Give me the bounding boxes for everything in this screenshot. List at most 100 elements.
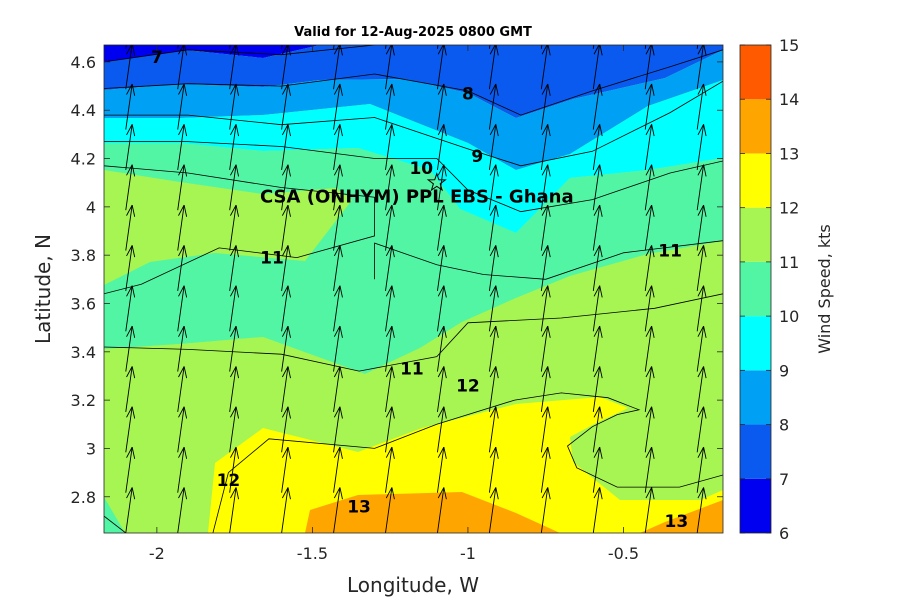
wind-arrow: [488, 124, 499, 170]
contour-labels: 7 8 9 10 11 11 11 12 12 13 13: [151, 48, 688, 532]
wind-arrow: [281, 124, 291, 170]
wind-arrow: [125, 406, 136, 453]
wind-arrow: [177, 45, 188, 90]
wind-arrow: [281, 406, 291, 453]
wind-arrow: [281, 45, 291, 90]
colorbar-swatch-7: [740, 424, 771, 479]
wind-arrow: [177, 164, 188, 211]
site-marker: CSA (ONHYM) PPL EBS - Ghana: [260, 172, 574, 208]
colorbar-swatch-14: [740, 45, 771, 100]
wind-arrow: [229, 204, 240, 251]
wind-arrow: [644, 245, 655, 291]
wind-arrow: [125, 366, 136, 413]
wind-arrow: [540, 83, 551, 130]
wind-arrow: [488, 366, 499, 413]
colorbar-swatch-13: [740, 99, 771, 154]
y-tick-label-0: 2.8: [71, 488, 96, 507]
wind-arrow: [385, 204, 395, 251]
band-12-13: [208, 397, 723, 533]
band-9-10: [104, 80, 723, 233]
x-tick-label-1: -1.5: [297, 544, 328, 563]
wind-arrow: [229, 83, 240, 130]
contour-label-11-5: 11: [658, 241, 682, 261]
wind-arrow: [229, 245, 240, 291]
wind-arrow: [437, 406, 447, 453]
wind-arrow: [281, 285, 291, 332]
wind-arrow: [125, 245, 136, 291]
wind-arrow: [644, 285, 655, 332]
wind-arrow: [592, 446, 603, 493]
wind-arrow: [696, 83, 707, 130]
wind-arrow: [125, 124, 136, 170]
wind-arrow: [281, 45, 283, 49]
y-tick-label-5: 3.8: [71, 246, 96, 265]
wind-arrow: [540, 366, 551, 413]
wind-arrow: [281, 245, 291, 291]
wind-arrow: [437, 366, 447, 413]
wind-arrow: [488, 285, 499, 332]
contour-label-7-0: 7: [151, 48, 163, 68]
wind-arrow: [540, 245, 551, 291]
wind-arrow: [125, 45, 127, 49]
contour-label-10-3: 10: [409, 159, 433, 179]
wind-arrow: [177, 245, 188, 291]
wind-arrow: [437, 164, 447, 211]
wind-arrow: [229, 45, 240, 90]
wind-arrow: [644, 45, 647, 49]
wind-arrow: [229, 285, 240, 332]
wind-arrow: [333, 325, 343, 372]
wind-arrow: [125, 164, 136, 211]
wind-arrow: [488, 487, 499, 533]
wind-arrow: [592, 204, 603, 251]
wind-arrow: [177, 45, 179, 49]
wind-arrow: [592, 366, 603, 413]
wind-arrow: [385, 487, 395, 533]
wind-arrow: [488, 406, 499, 453]
wind-arrow: [592, 45, 595, 49]
wind-arrow: [437, 446, 447, 493]
wind-arrow: [177, 204, 188, 251]
wind-arrow: [125, 325, 136, 372]
wind-arrow: [333, 446, 343, 493]
site-label: CSA (ONHYM) PPL EBS - Ghana: [260, 187, 574, 208]
colorbar: 6 7 8 9 10 11 12 13 14 15: [739, 36, 799, 543]
contour-label-9-2: 9: [471, 147, 483, 167]
wind-arrow: [125, 204, 136, 251]
wind-arrow: [229, 164, 240, 211]
colorbar-tick-label-2: 8: [779, 416, 789, 435]
wind-arrow: [385, 245, 395, 291]
contour-label-8-1: 8: [462, 84, 474, 104]
wind-arrow: [696, 285, 707, 332]
contour-line-9-2: [104, 80, 723, 167]
contour-line-11-5: [374, 240, 723, 280]
wind-arrow: [125, 83, 136, 130]
wind-arrow: [177, 406, 188, 453]
wind-arrow: [540, 285, 551, 332]
y-tick-label-6: 4: [86, 198, 96, 217]
band-10-11-corner: [104, 497, 125, 533]
wind-arrow: [385, 446, 395, 493]
wind-arrow: [592, 124, 603, 170]
wind-arrow: [281, 325, 291, 372]
wind-arrow: [333, 45, 343, 90]
wind-arrow: [437, 124, 447, 170]
wind-arrow: [437, 245, 447, 291]
wind-arrow: [437, 204, 447, 251]
wind-arrow: [281, 83, 291, 130]
wind-arrow: [281, 204, 291, 251]
colorbar-swatch-6: [740, 478, 771, 533]
contour-line-12-8: [212, 392, 723, 533]
wind-arrow: [592, 406, 603, 453]
contour-line-11-6: [104, 293, 723, 372]
wind-arrow: [437, 83, 447, 130]
band-6-7: [104, 45, 320, 62]
wind-arrow: [437, 325, 447, 372]
wind-arrow: [644, 406, 655, 453]
x-tick-label-3: -0.5: [608, 544, 639, 563]
band-label-13-0: 13: [347, 497, 371, 517]
wind-arrow: [333, 124, 343, 170]
contour-label-11-6: 11: [400, 360, 424, 380]
wind-arrow: [281, 487, 291, 533]
wind-arrow: [177, 83, 188, 130]
band-13-14-right: [640, 500, 723, 533]
